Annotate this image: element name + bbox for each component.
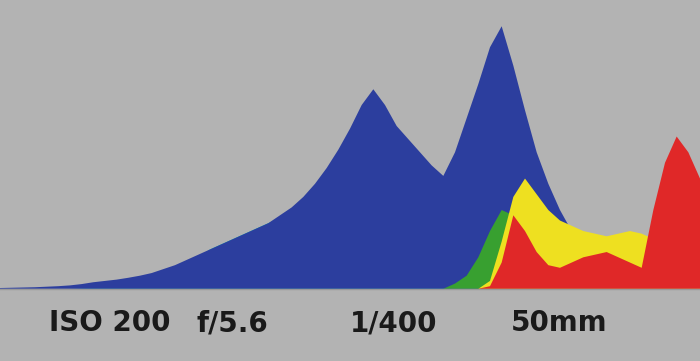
- Text: 50mm: 50mm: [511, 309, 608, 338]
- Text: 1/400: 1/400: [350, 309, 438, 338]
- Text: f/5.6: f/5.6: [196, 309, 267, 338]
- Text: ISO 200: ISO 200: [49, 309, 171, 338]
